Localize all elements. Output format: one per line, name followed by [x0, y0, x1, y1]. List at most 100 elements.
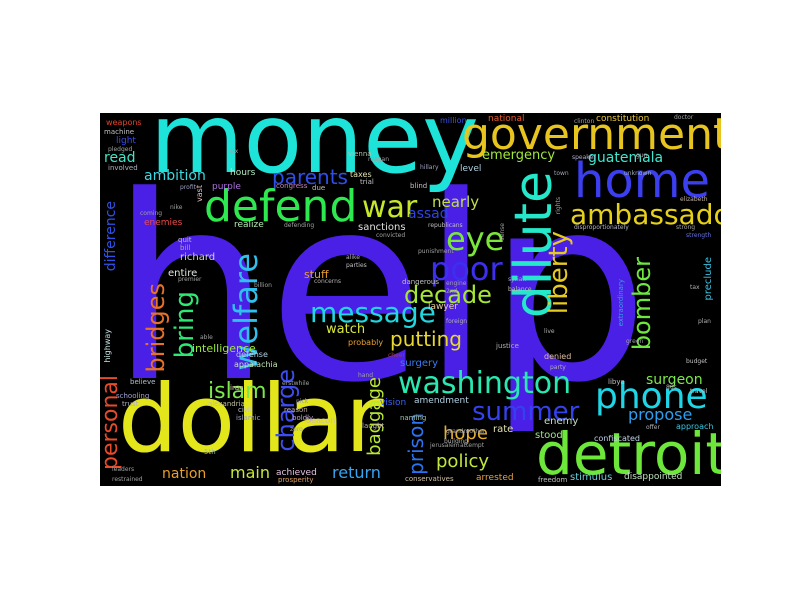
- word-surgeon: surgeon: [646, 372, 703, 388]
- word-washington: washington: [398, 366, 572, 401]
- word-alike: alike: [346, 254, 360, 261]
- word-war: war: [362, 190, 418, 225]
- word-bill: bill: [180, 244, 191, 252]
- word-rate: rate: [493, 424, 514, 435]
- word-boldly: boldly: [292, 414, 314, 422]
- word-islam: islam: [208, 379, 267, 404]
- word-2nd: 2nd: [446, 288, 458, 295]
- word-summer: summer: [472, 397, 580, 427]
- word-travel: travel: [690, 388, 708, 395]
- word-purple: purple: [212, 182, 241, 192]
- word-intelligence: intelligence: [192, 342, 256, 355]
- word-difference: difference: [103, 201, 119, 272]
- word-nike: nike: [170, 204, 183, 211]
- word-probably: probably: [348, 338, 384, 347]
- word-policy: policy: [436, 451, 489, 472]
- word-congress: congress: [276, 182, 308, 190]
- word-cloud: help money dollar detroit government hom…: [100, 113, 721, 486]
- word-engine: engine: [446, 280, 467, 287]
- word-iran: iran: [230, 384, 244, 392]
- word-gun: gun: [636, 152, 648, 159]
- word-cheer: cheer: [388, 352, 405, 359]
- word-richard: richard: [180, 252, 216, 263]
- word-grandmother: grandmother: [446, 428, 486, 435]
- word-amendment: amendment: [414, 396, 469, 406]
- word-doctor: doctor: [674, 114, 694, 121]
- word-civil: civil: [238, 406, 252, 414]
- word-conservatives: conservatives: [405, 475, 454, 483]
- word-involved: involved: [108, 164, 138, 172]
- word-premier: premier: [178, 276, 202, 283]
- word-level: level: [460, 164, 482, 174]
- word-appalachia: appalachia: [234, 360, 278, 369]
- word-80s: 80s: [666, 384, 677, 391]
- word-main: main: [230, 463, 270, 482]
- word-party: party: [550, 364, 566, 371]
- word-green: green: [626, 338, 644, 345]
- word-republicans: republicans: [428, 222, 463, 229]
- word-unknown: unknown: [624, 170, 652, 177]
- word-budget: budget: [686, 358, 708, 365]
- word-coming: coming: [140, 210, 163, 217]
- word-return: return: [332, 463, 381, 482]
- word-bomber: bomber: [628, 257, 656, 351]
- word-disappointed: disappointed: [624, 472, 683, 482]
- word-read: read: [104, 150, 136, 166]
- word-vision: vision: [380, 398, 407, 408]
- word-taxes: taxes: [350, 170, 372, 179]
- word-realize: realize: [234, 220, 264, 230]
- word-machine: machine: [104, 128, 135, 136]
- word-detroit: detroit: [536, 420, 721, 486]
- word-ambassador: ambassador: [570, 198, 721, 231]
- word-alexandria: alexandria: [208, 400, 245, 408]
- word-eye: eye: [446, 220, 505, 258]
- word-live: live: [544, 328, 555, 335]
- word-parents: parents: [272, 165, 348, 189]
- word-million: million: [440, 116, 467, 125]
- word-quit: quit: [178, 236, 192, 244]
- word-strength: strength: [686, 232, 712, 239]
- word-prosperity: prosperity: [278, 476, 314, 484]
- word-highway: highway: [103, 329, 112, 363]
- word-laught: laught: [362, 422, 385, 430]
- word-weapons: weapons: [106, 118, 142, 127]
- word-5th: 5th: [204, 448, 216, 456]
- word-light: light: [116, 136, 136, 146]
- word-denied: denied: [544, 352, 572, 361]
- word-emergency: emergency: [482, 148, 556, 163]
- word-sanctions: sanctions: [358, 222, 406, 233]
- word-enemies: enemies: [144, 218, 183, 228]
- word-pick: pick: [296, 398, 309, 405]
- word-plan: plan: [698, 318, 711, 325]
- word-six: six: [230, 148, 239, 155]
- word-justice: justice: [496, 342, 519, 350]
- word-elizabeth: elizabeth: [680, 196, 708, 203]
- word-zero: zero: [290, 426, 303, 433]
- word-government: government: [462, 113, 721, 160]
- word-town: town: [554, 170, 569, 177]
- word-surgery: surgery: [400, 358, 439, 369]
- word-pledged: pledged: [108, 146, 133, 153]
- word-naming: naming: [400, 414, 427, 422]
- word-defend: defend: [204, 181, 358, 232]
- word-hours: hours: [230, 168, 256, 178]
- word-rights: rights: [555, 197, 562, 215]
- word-prison: prison: [404, 413, 428, 475]
- word-approach: approach: [676, 422, 714, 431]
- word-schooling: schooling: [116, 392, 150, 400]
- word-vienna: vienna: [348, 150, 372, 158]
- word-confiscated: confiscated: [594, 434, 641, 443]
- word-defending: defending: [284, 222, 315, 229]
- word-vast: vast: [195, 185, 204, 202]
- word-propose: propose: [628, 405, 693, 424]
- word-home: home: [574, 153, 711, 209]
- word-putting: putting: [390, 327, 462, 351]
- word-phone: phone: [595, 376, 708, 417]
- word-ambition: ambition: [144, 168, 206, 184]
- word-punishment: punishment: [418, 248, 454, 255]
- word-trust: trust: [122, 400, 139, 408]
- word-poor: poor: [430, 250, 503, 288]
- word-dollar: dollar: [118, 365, 384, 474]
- word-entire: entire: [168, 268, 198, 279]
- word-convicted: convicted: [376, 232, 406, 239]
